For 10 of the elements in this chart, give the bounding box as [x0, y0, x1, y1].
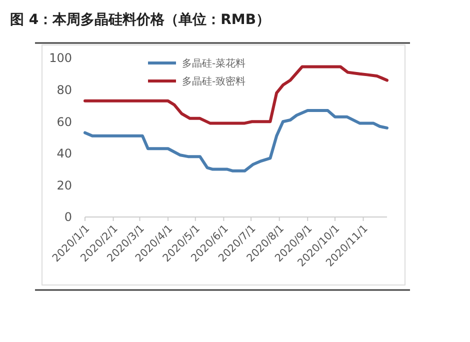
y-tick-label: 0 [64, 210, 72, 224]
y-tick-label: 60 [56, 114, 72, 129]
legend-label: 多晶硅-致密料 [182, 76, 246, 88]
y-tick-label: 40 [56, 146, 72, 161]
y-tick-label: 100 [49, 51, 72, 66]
y-tick-label: 80 [56, 83, 72, 97]
y-tick-label: 20 [56, 178, 72, 192]
chart-title: 图 4：本周多晶硅料价格（单位：RMB） [10, 12, 270, 28]
legend-label: 多晶硅-菜花料 [182, 58, 246, 70]
line-series [84, 108, 388, 172]
